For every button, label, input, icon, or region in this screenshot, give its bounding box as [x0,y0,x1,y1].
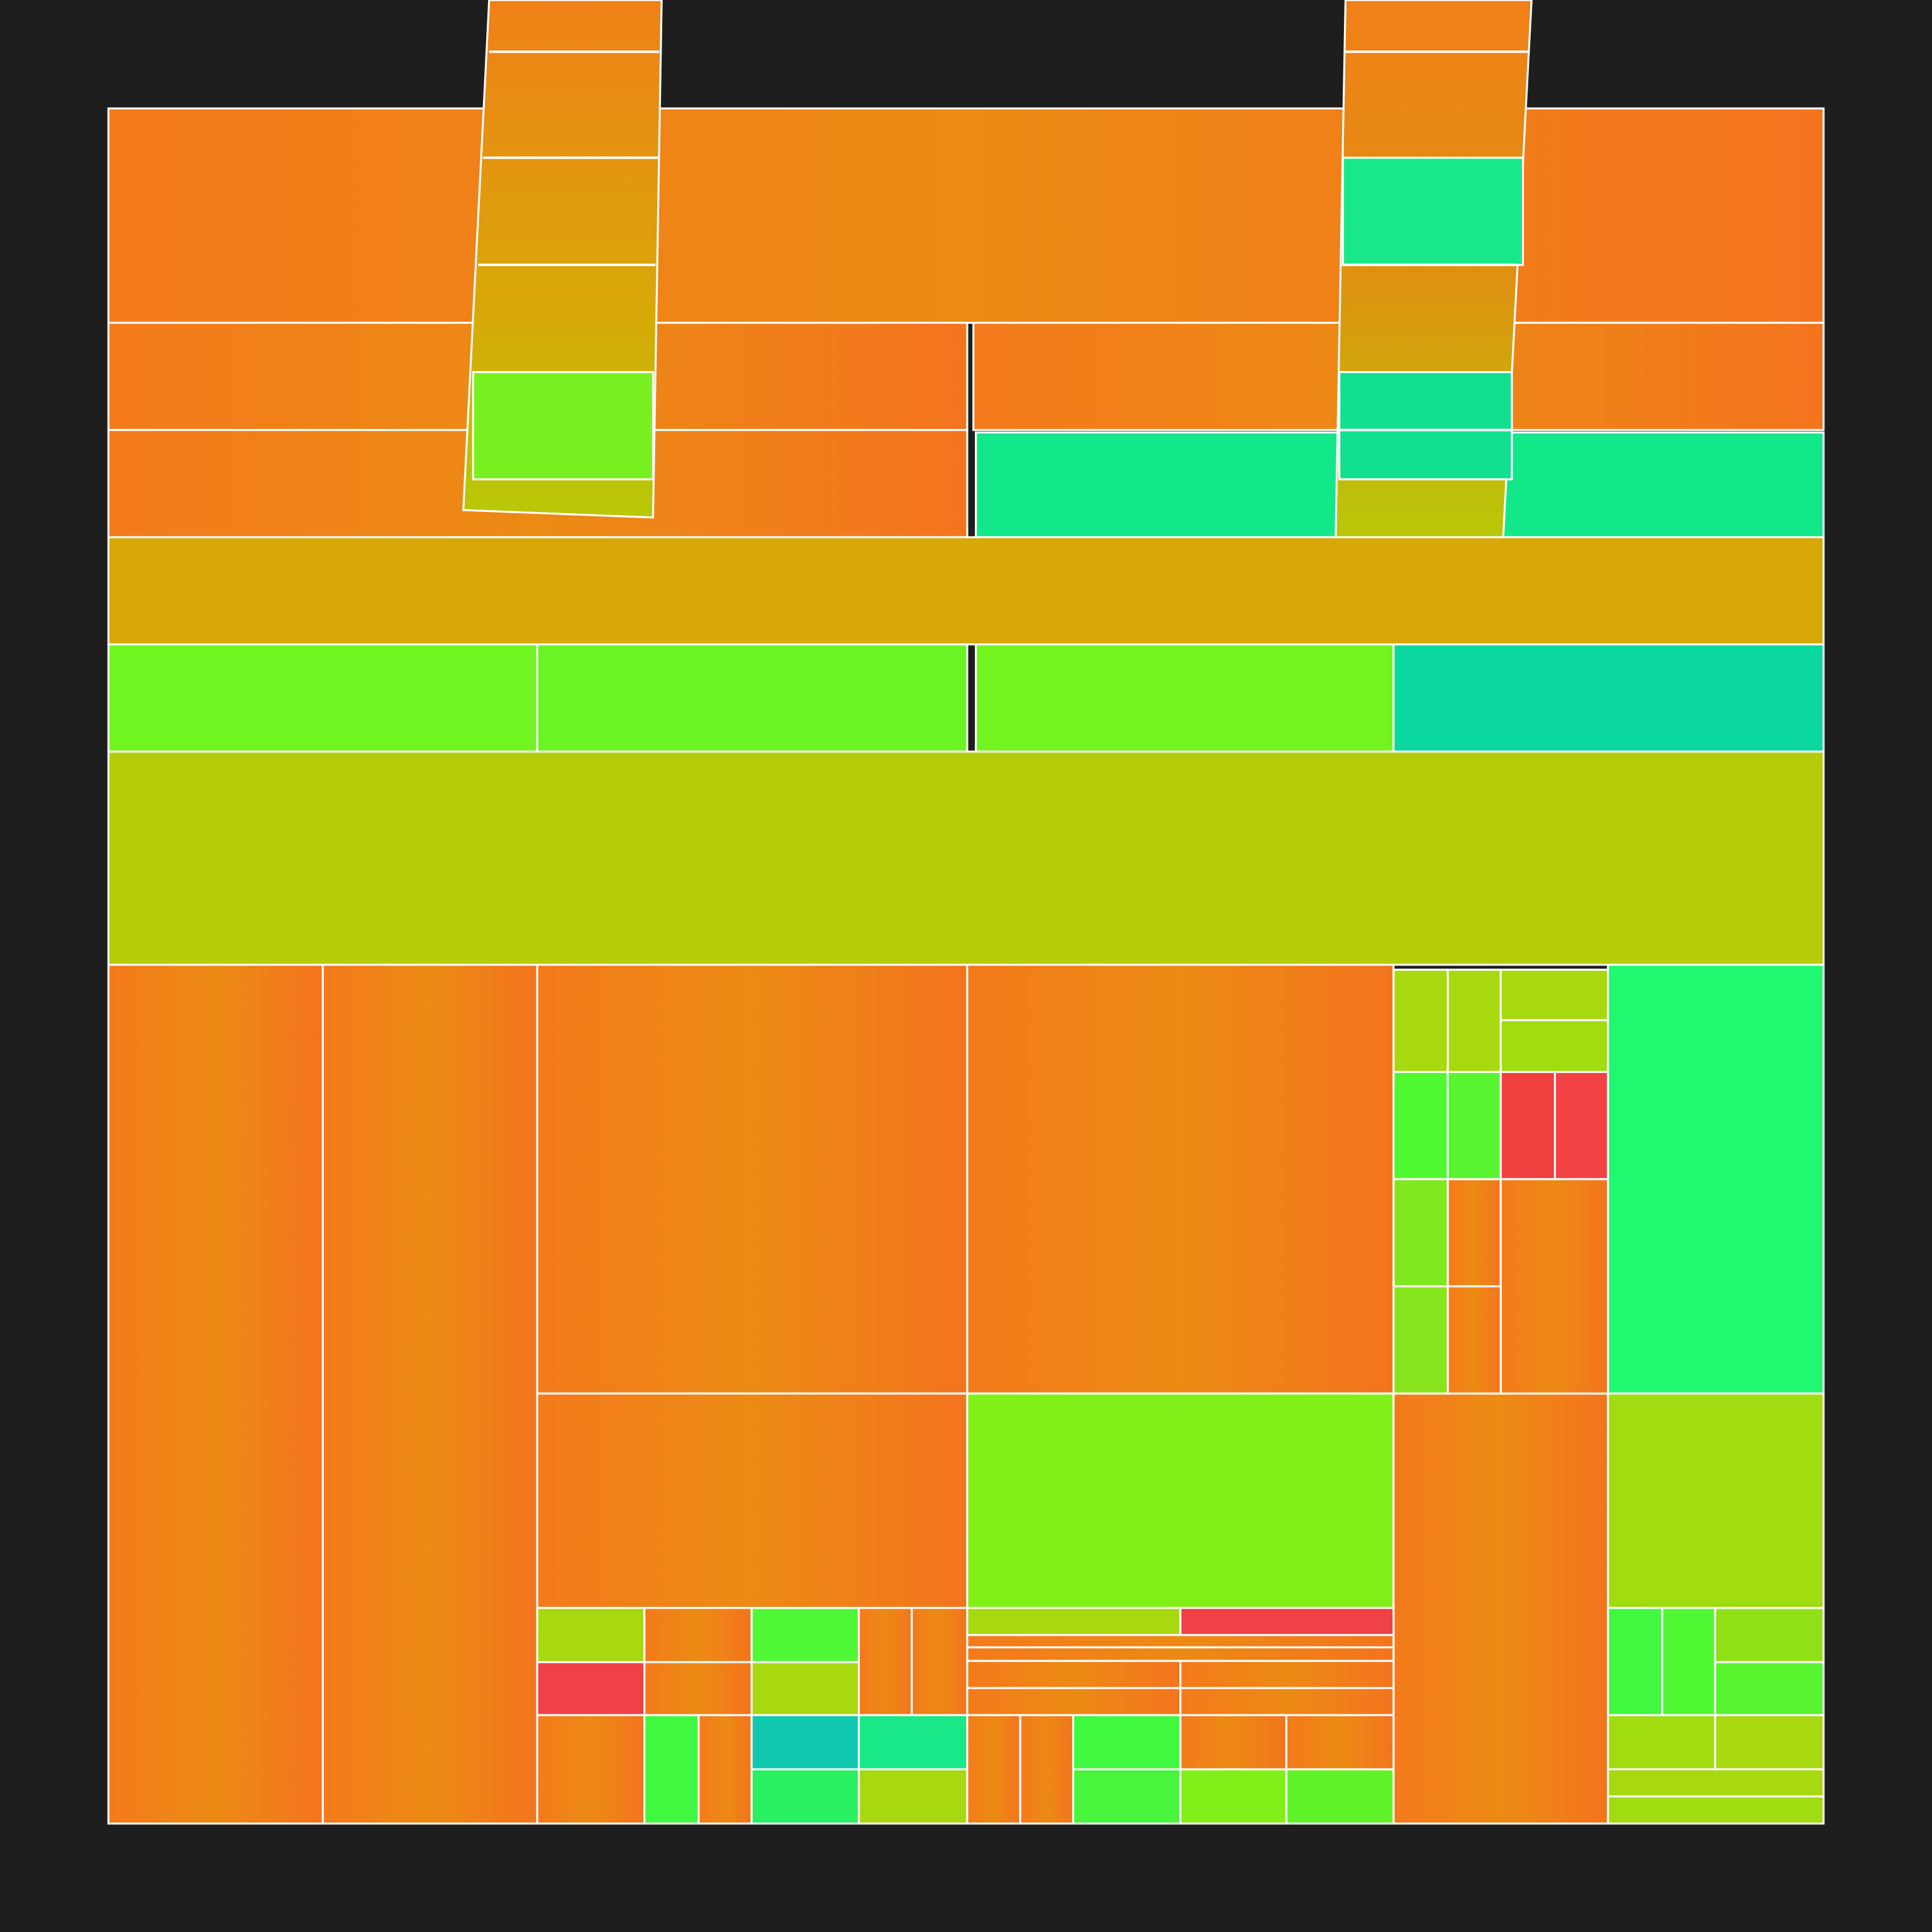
blocks [107,107,1825,1825]
strip-left [462,0,663,519]
strip-right [1335,0,1533,538]
small-cells-upper [1392,969,1609,1395]
small-cells-lower [536,1607,1825,1825]
